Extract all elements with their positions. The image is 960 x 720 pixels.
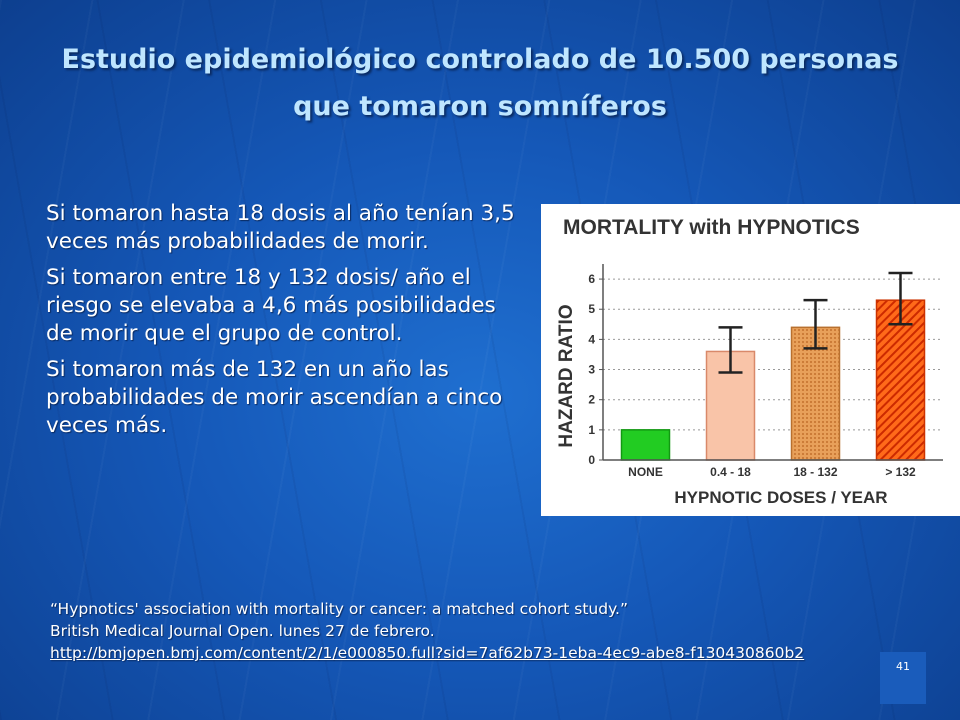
page-number: 41 bbox=[880, 652, 926, 704]
mortality-chart-panel: MORTALITY with HYPNOTICS HAZARD RATIO HY… bbox=[541, 204, 960, 516]
chart-x-axis-label: HYPNOTIC DOSES / YEAR bbox=[674, 488, 887, 507]
slide-title: Estudio epidemiológico controlado de 10.… bbox=[20, 36, 940, 130]
citation-title: “Hypnotics' association with mortality o… bbox=[50, 600, 629, 618]
y-tick-label: 2 bbox=[588, 393, 595, 407]
chart-y-axis-label: HAZARD RATIO bbox=[556, 304, 577, 447]
y-tick-label: 4 bbox=[588, 332, 595, 346]
y-tick-label: 0 bbox=[588, 453, 595, 467]
x-category-label: 0.4 - 18 bbox=[710, 465, 751, 479]
y-tick-label: 5 bbox=[588, 302, 595, 316]
y-tick-label: 6 bbox=[588, 272, 595, 286]
bullet-18-to-132-doses: Si tomaron entre 18 y 132 dosis/ año el … bbox=[46, 265, 496, 346]
chart-title: MORTALITY with HYPNOTICS bbox=[563, 216, 860, 239]
citation-block: “Hypnotics' association with mortality o… bbox=[50, 598, 850, 664]
x-category-label: NONE bbox=[628, 465, 663, 479]
bar-3 bbox=[875, 299, 926, 461]
citation-journal: British Medical Journal Open. lunes 27 d… bbox=[50, 622, 435, 640]
citation-link[interactable]: http://bmjopen.bmj.com/content/2/1/e0008… bbox=[50, 644, 805, 662]
bar-0 bbox=[620, 429, 671, 461]
slide-title-line-2: que tomaron somníferos bbox=[293, 91, 667, 122]
y-tick-label: 3 bbox=[588, 363, 595, 377]
mortality-chart: MORTALITY with HYPNOTICS HAZARD RATIO HY… bbox=[556, 216, 943, 507]
bullet-list: Si tomaron hasta 18 dosis al año tenían … bbox=[46, 200, 516, 448]
slide-title-line-1: Estudio epidemiológico controlado de 10.… bbox=[61, 44, 899, 75]
bullet-over-132-doses: Si tomaron más de 132 en un año las prob… bbox=[46, 357, 503, 438]
y-tick-label: 1 bbox=[588, 423, 595, 437]
x-category-label: > 132 bbox=[885, 465, 916, 479]
bullet-up-to-18-doses: Si tomaron hasta 18 dosis al año tenían … bbox=[46, 201, 515, 254]
x-category-label: 18 - 132 bbox=[793, 465, 837, 479]
